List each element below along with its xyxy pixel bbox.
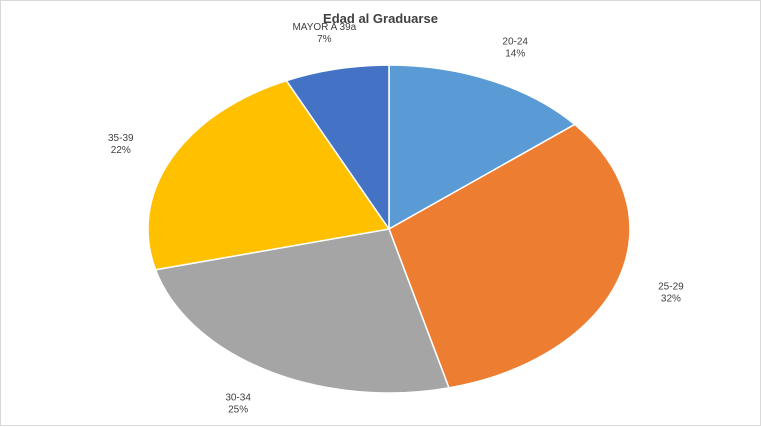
data-label-25-29: 25-29 32% — [658, 281, 684, 304]
data-label-mayor-a-39a: MAYOR A 39a 7% — [292, 22, 356, 45]
data-label-percent: 25% — [228, 405, 248, 416]
pie-slice-25-29 — [388, 123, 631, 389]
data-label-percent: 32% — [661, 293, 681, 304]
data-label-percent: 22% — [111, 145, 131, 156]
chart-title: Edad al Graduarse — [323, 11, 438, 26]
data-label-35-39: 35-39 22% — [108, 133, 134, 156]
data-label-category: 35-39 — [108, 133, 134, 144]
data-label-percent: 14% — [505, 48, 525, 59]
data-label-category: MAYOR A 39a — [292, 22, 356, 33]
data-label-category: 20-24 — [502, 36, 528, 47]
data-label-percent: 7% — [317, 34, 332, 45]
pie-slice-mayor-a-39a — [285, 64, 390, 232]
data-label-20-24: 20-24 14% — [502, 36, 528, 59]
data-label-category: 25-29 — [658, 281, 684, 292]
pie-slice-30-34 — [154, 228, 450, 394]
pie-slice-35-39 — [147, 79, 391, 271]
pie-slice-20-24 — [388, 64, 577, 231]
data-label-category: 30-34 — [225, 393, 251, 404]
data-label-30-34: 30-34 25% — [225, 393, 251, 416]
